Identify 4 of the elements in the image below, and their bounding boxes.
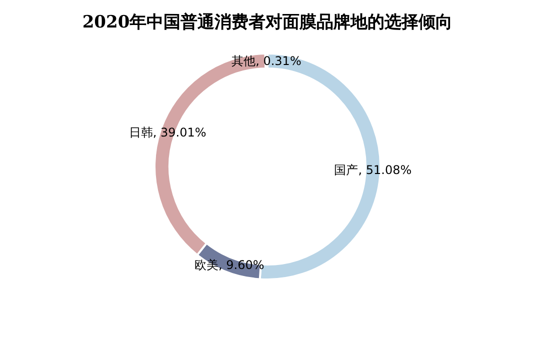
- slice-label: 国产, 51.08%: [334, 163, 412, 178]
- slice-label: 日韩, 39.01%: [128, 126, 206, 140]
- slice-label: 其他, 0.31%: [232, 54, 302, 68]
- chart-title: 2020年中国普通消费者对面膜品牌地的选择倾向: [82, 12, 453, 32]
